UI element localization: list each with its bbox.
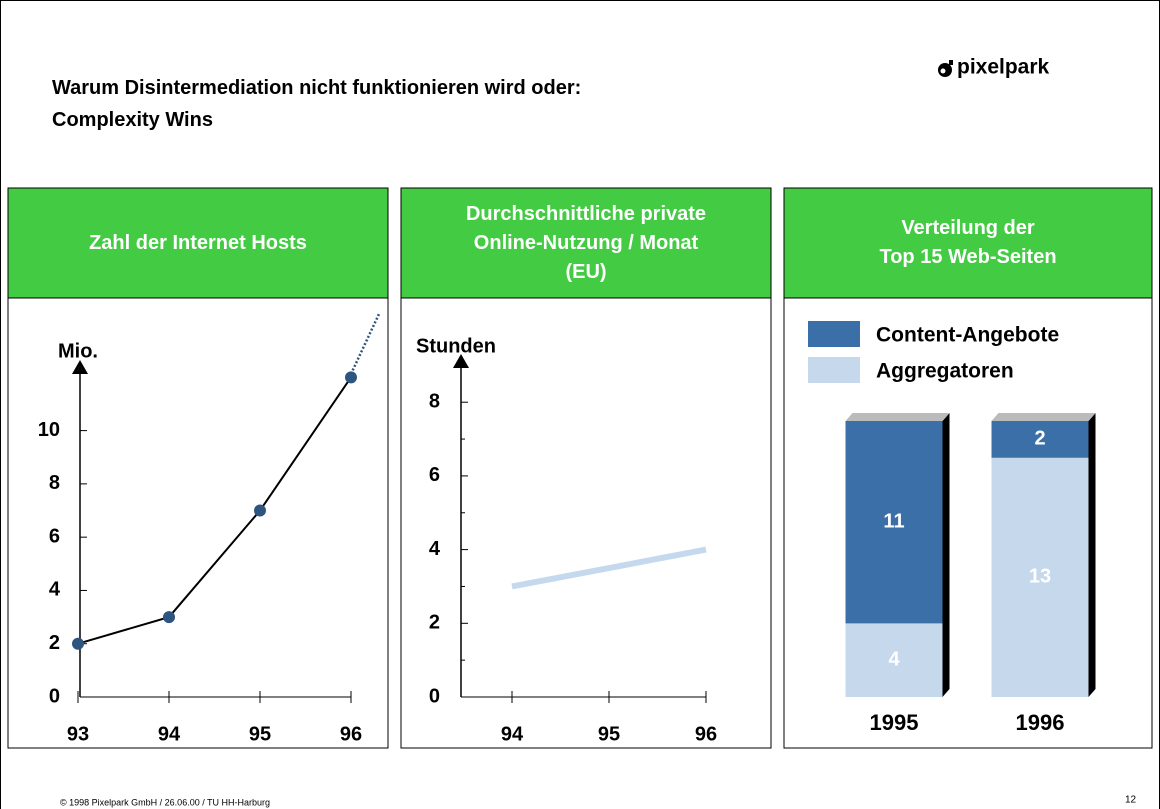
bar-segment bbox=[845, 623, 943, 697]
footer: © 1998 Pixelpark GmbH / 26.06.00 / TU HH… bbox=[60, 797, 270, 807]
bar-side bbox=[942, 413, 950, 697]
x-tick-label: 94 bbox=[158, 723, 181, 745]
x-tick-label: 94 bbox=[501, 723, 524, 745]
value-label: 4 bbox=[888, 648, 900, 670]
x-tick-label: 95 bbox=[598, 723, 620, 745]
y-tick-label: 2 bbox=[429, 612, 440, 634]
y-tick-label: 8 bbox=[429, 390, 440, 412]
panel-header bbox=[7, 187, 389, 299]
legend-label: Content-Angebote bbox=[876, 324, 1059, 347]
value-label: 2 bbox=[1034, 428, 1045, 450]
y-axis-label: Mio. bbox=[58, 340, 98, 362]
panel-header bbox=[783, 187, 1153, 299]
y-tick-label: 4 bbox=[49, 579, 61, 601]
y-tick-label: 4 bbox=[429, 538, 441, 560]
x-tick-label: 93 bbox=[67, 723, 89, 745]
data-point bbox=[163, 611, 175, 624]
value-label: 11 bbox=[883, 510, 904, 532]
y-axis-label: Stunden bbox=[416, 335, 496, 357]
page-number: 12 bbox=[1125, 795, 1137, 806]
bar-top bbox=[991, 413, 1096, 421]
x-tick-label: 96 bbox=[340, 723, 362, 745]
x-tick-label: 96 bbox=[695, 723, 717, 745]
x-tick-label: 1996 bbox=[1016, 710, 1065, 735]
data-point bbox=[254, 504, 266, 517]
bar-side bbox=[1088, 413, 1096, 697]
legend-swatch bbox=[808, 357, 860, 383]
value-label: 13 bbox=[1029, 566, 1051, 588]
axis-arrow bbox=[453, 354, 469, 368]
slide-title: Warum Disintermediation nicht funktionie… bbox=[52, 77, 582, 131]
y-tick-label: 0 bbox=[49, 685, 60, 707]
chart-title: Zahl der Internet Hosts bbox=[89, 231, 307, 254]
data-line bbox=[511, 546, 707, 590]
y-tick-label: 0 bbox=[429, 685, 440, 707]
panel-header bbox=[400, 187, 772, 299]
data-point bbox=[72, 637, 84, 650]
chart-title: Durchschnittliche private Online-Nutzung… bbox=[465, 202, 707, 283]
y-tick-label: 10 bbox=[38, 419, 60, 441]
bar-segment bbox=[991, 457, 1089, 697]
bar-segment bbox=[845, 421, 943, 624]
data-point bbox=[345, 371, 357, 384]
x-tick-label: 95 bbox=[249, 723, 271, 745]
legend-swatch bbox=[808, 321, 860, 347]
axis-arrow bbox=[72, 360, 88, 374]
chart-title: Verteilung der Top 15 Web-Seiten bbox=[879, 217, 1057, 268]
y-tick-label: 6 bbox=[49, 525, 60, 547]
projection-line bbox=[349, 313, 381, 375]
y-tick-label: 6 bbox=[429, 464, 440, 486]
y-tick-label: 2 bbox=[49, 632, 60, 654]
logo: pixelpark bbox=[957, 56, 1050, 79]
y-tick-label: 8 bbox=[49, 472, 60, 494]
logo-icon bbox=[938, 60, 953, 77]
bar-segment bbox=[991, 421, 1089, 458]
x-tick-label: 1995 bbox=[870, 710, 919, 735]
legend-label: Aggregatoren bbox=[876, 360, 1014, 383]
data-line bbox=[77, 376, 352, 645]
bar-top bbox=[845, 413, 950, 421]
